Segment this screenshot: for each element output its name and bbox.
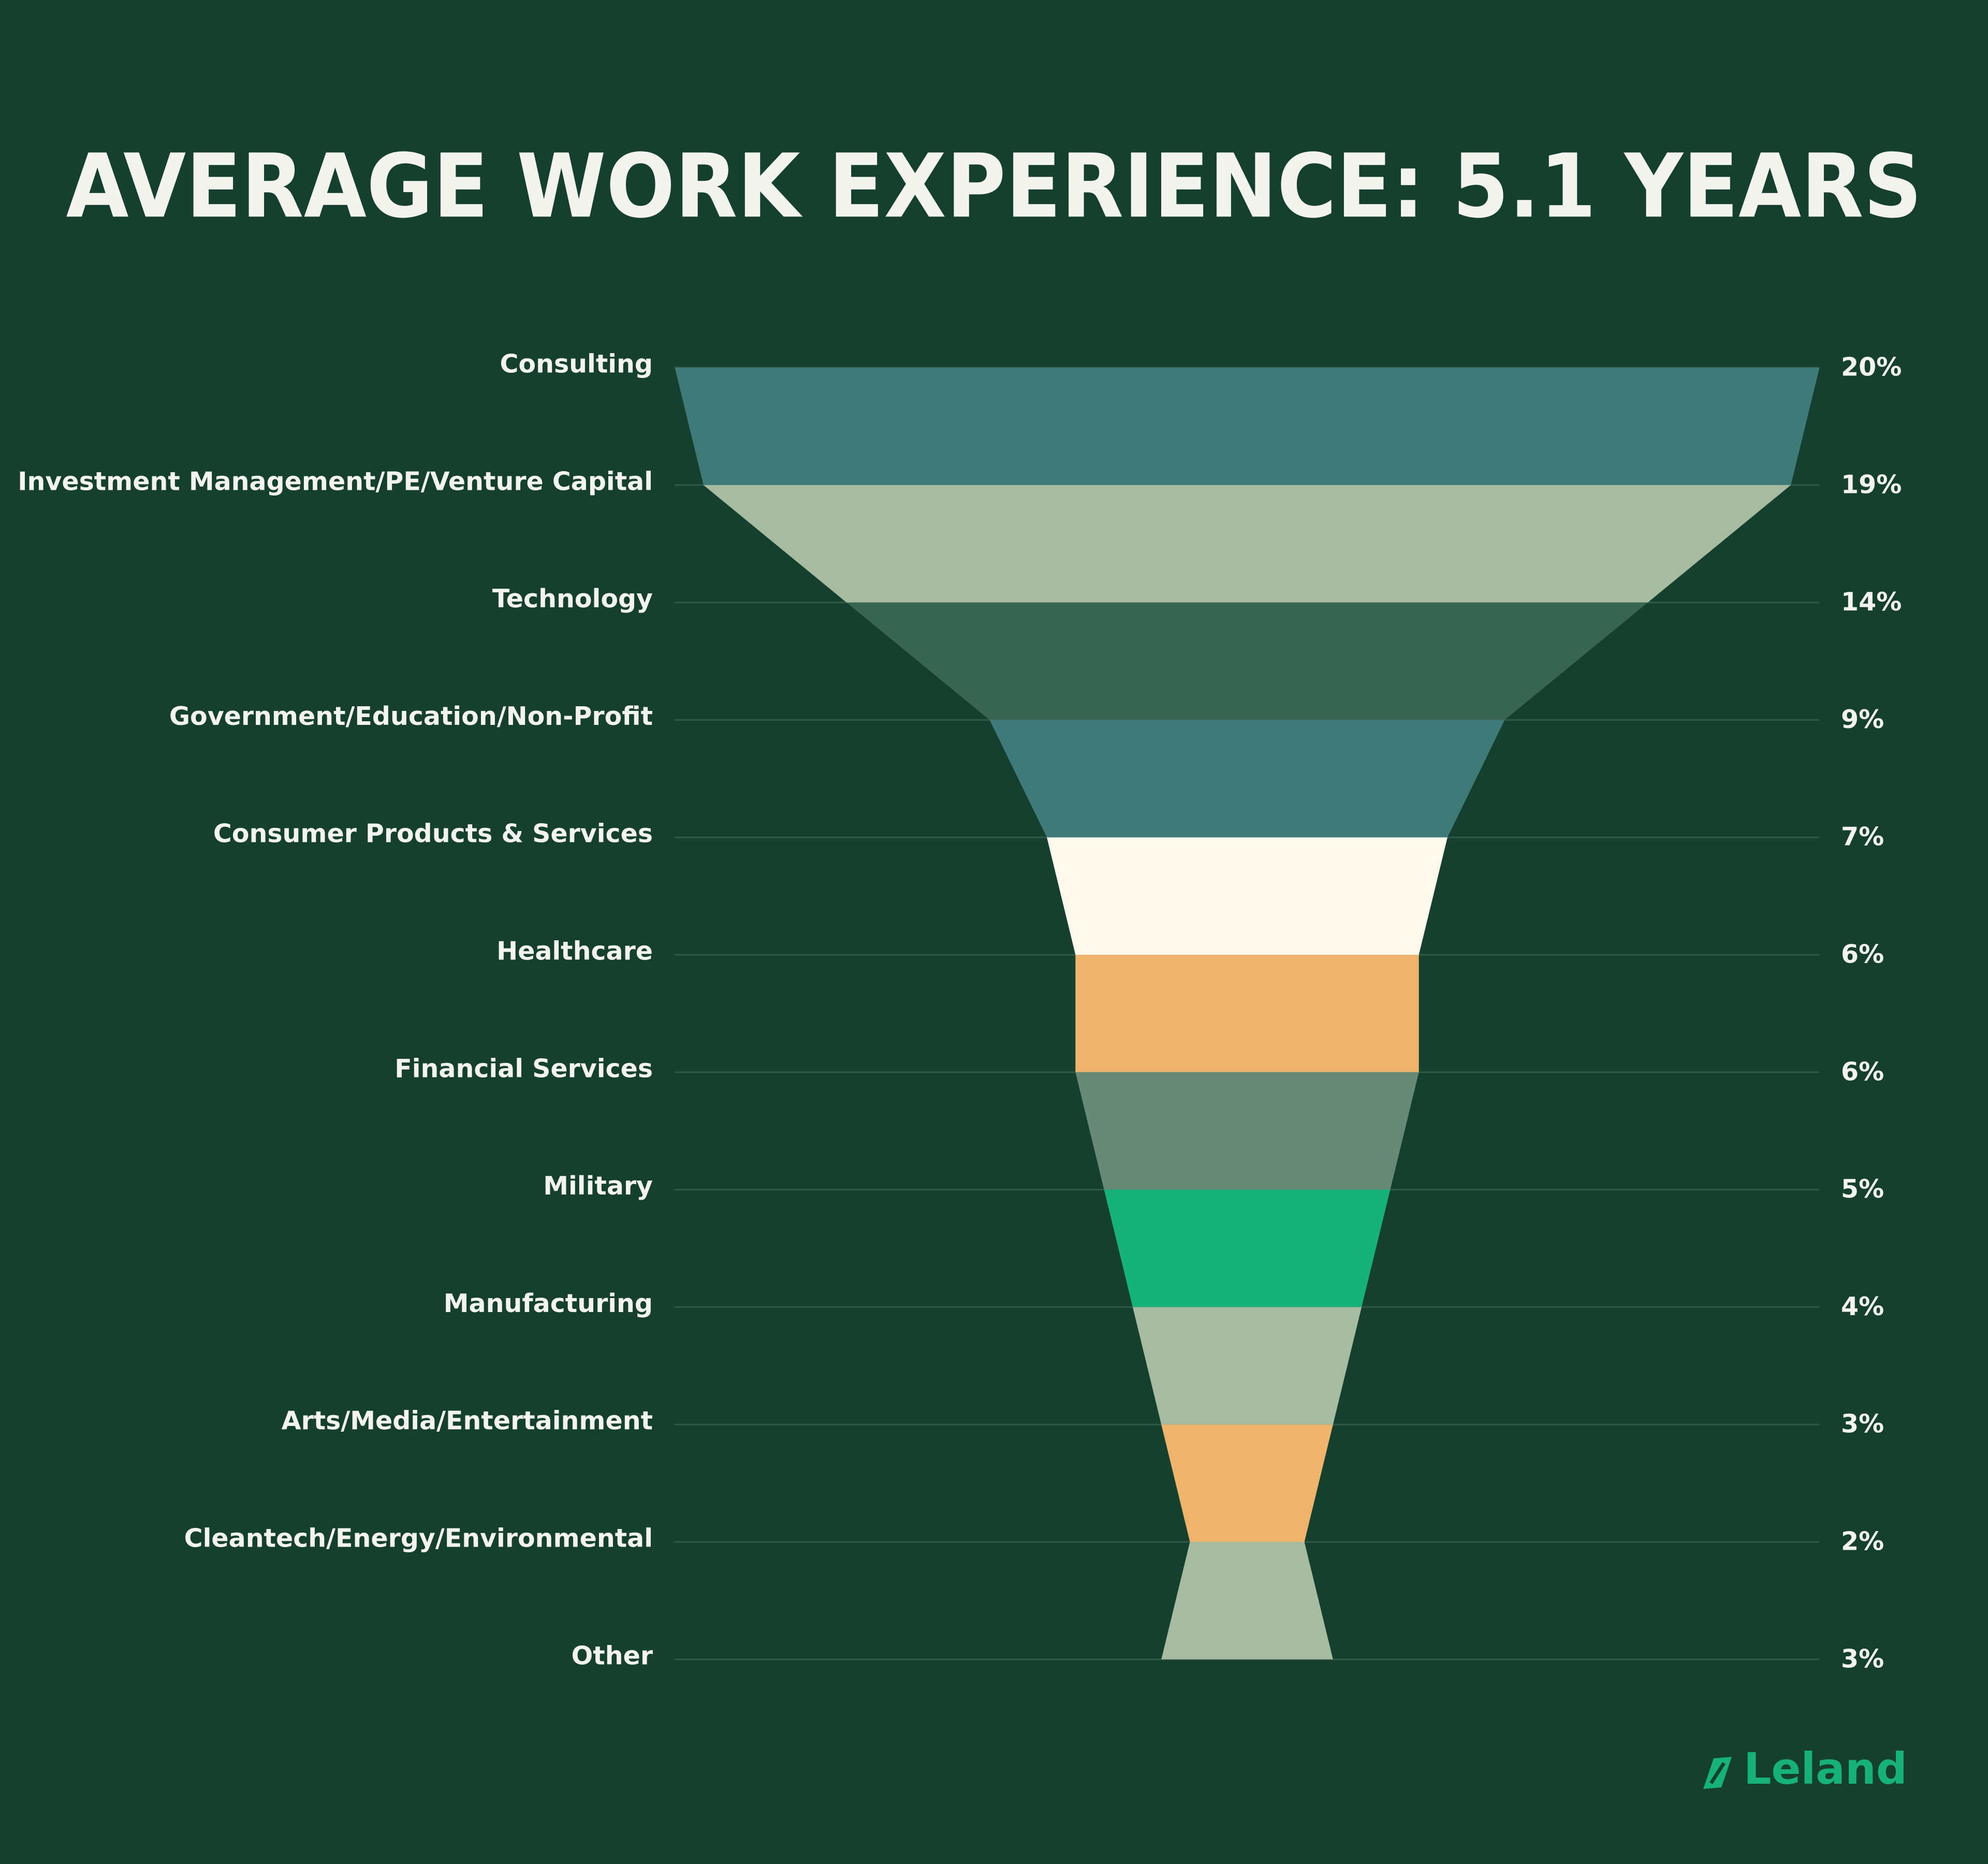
chart-title: AVERAGE WORK EXPERIENCE: 5.1 YEARS bbox=[66, 135, 1922, 238]
category-label: Consulting bbox=[500, 350, 653, 379]
category-label: Military bbox=[543, 1171, 653, 1201]
brand-name: Leland bbox=[1744, 1743, 1907, 1794]
value-label: 19% bbox=[1841, 470, 1902, 499]
value-label: 4% bbox=[1841, 1292, 1884, 1321]
funnel-segment bbox=[1047, 837, 1448, 955]
value-label: 3% bbox=[1841, 1644, 1884, 1673]
funnel-segment bbox=[989, 720, 1505, 838]
value-label: 6% bbox=[1841, 1057, 1884, 1086]
category-label: Investment Management/PE/Venture Capital bbox=[18, 467, 653, 496]
funnel-segment bbox=[703, 485, 1791, 603]
logo-icon-stroke bbox=[1709, 1762, 1726, 1784]
category-label: Other bbox=[572, 1641, 653, 1670]
funnel-segment bbox=[1104, 1189, 1391, 1307]
value-label: 2% bbox=[1841, 1527, 1884, 1556]
funnel-segment bbox=[1075, 1072, 1419, 1190]
category-label: Manufacturing bbox=[444, 1289, 653, 1318]
value-label: 7% bbox=[1841, 822, 1884, 852]
category-label: Financial Services bbox=[394, 1054, 653, 1083]
brand-logo: Leland bbox=[1703, 1743, 1907, 1794]
funnel-segment bbox=[846, 602, 1648, 720]
funnel-segment bbox=[1075, 955, 1419, 1072]
category-label: Cleantech/Energy/Environmental bbox=[184, 1524, 653, 1553]
value-label: 3% bbox=[1841, 1409, 1884, 1439]
category-label: Government/Education/Non-Profit bbox=[169, 702, 653, 731]
category-label: Healthcare bbox=[496, 937, 653, 966]
value-label: 5% bbox=[1841, 1174, 1884, 1204]
category-label: Arts/Media/Entertainment bbox=[282, 1406, 653, 1436]
funnel-segment bbox=[675, 368, 1820, 485]
value-label: 14% bbox=[1841, 587, 1902, 617]
funnel-segment bbox=[1161, 1424, 1333, 1542]
category-label: Consumer Products & Services bbox=[213, 819, 653, 849]
category-label: Technology bbox=[492, 584, 653, 614]
value-label: 20% bbox=[1841, 353, 1902, 382]
funnel-segment bbox=[1161, 1542, 1333, 1659]
value-label: 6% bbox=[1841, 940, 1884, 969]
funnel-segment bbox=[1132, 1307, 1362, 1425]
value-label: 9% bbox=[1841, 705, 1884, 734]
